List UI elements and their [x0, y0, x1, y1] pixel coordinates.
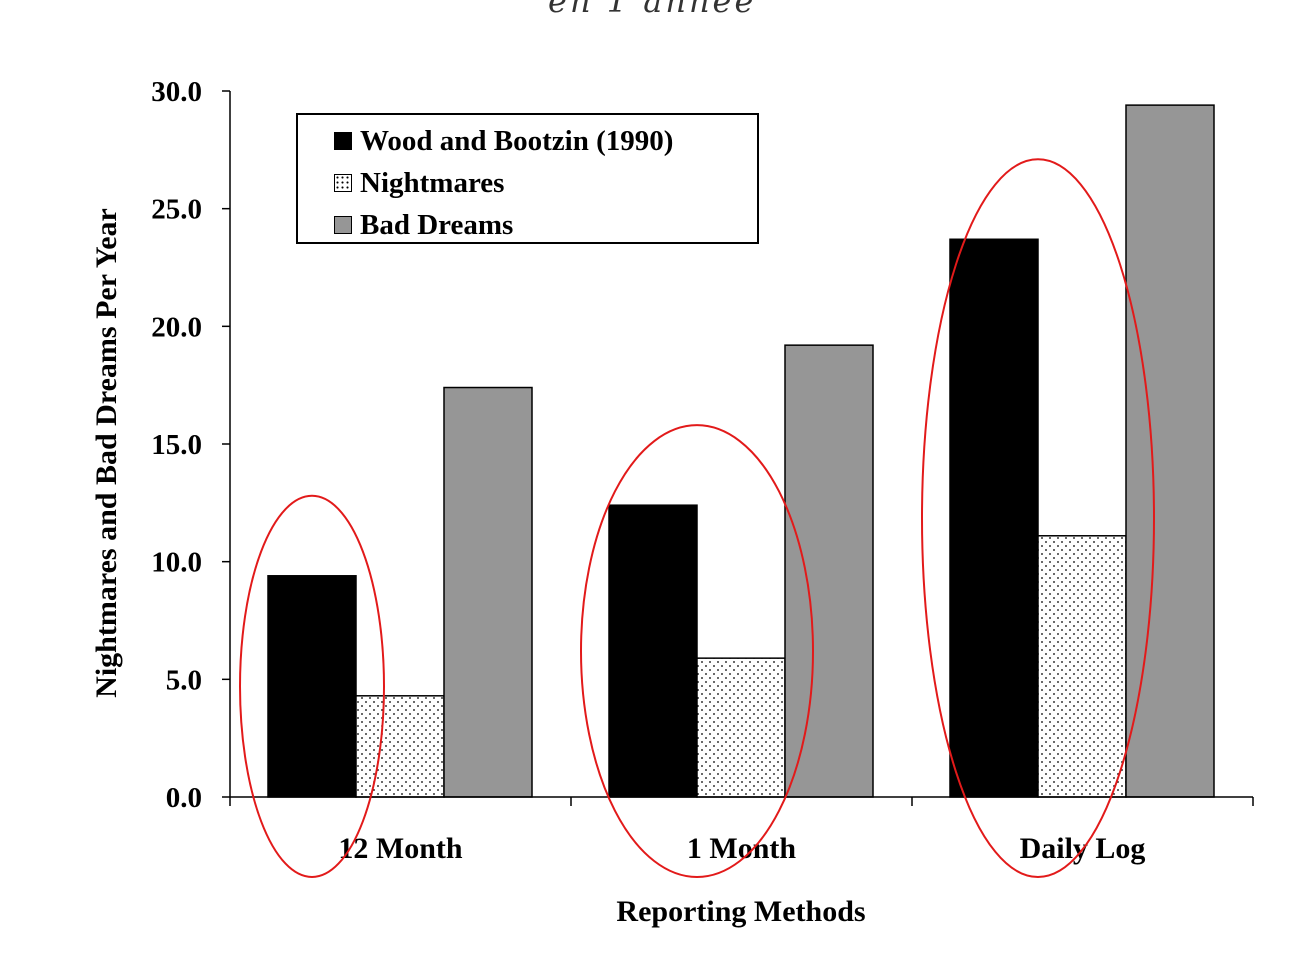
legend-item-bad-dreams: Bad Dreams	[334, 207, 513, 243]
highlight-ellipse-12-month	[239, 494, 385, 878]
y-tick-label: 5.0	[166, 664, 202, 696]
x-tick-label-12-month: 12 Month	[338, 832, 462, 865]
legend-label-wood: Wood and Bootzin (1990)	[360, 124, 674, 157]
y-tick-label: 0.0	[166, 782, 202, 814]
highlight-ellipses	[239, 158, 1155, 878]
bar-bad-dreams-12-month	[443, 386, 533, 798]
bars-group	[267, 104, 1215, 798]
legend-item-nightmares: Nightmares	[334, 165, 504, 201]
bar-wood-1-month	[608, 504, 698, 798]
bar-wood-daily-log	[949, 238, 1039, 798]
y-axis-title: Nightmares and Bad Dreams Per Year	[90, 208, 123, 698]
bar-wood-12-month	[267, 575, 357, 798]
axes-group: 0.05.010.015.020.025.030.012 Month 1 Mont…	[151, 76, 1254, 865]
y-tick-label: 10.0	[151, 547, 202, 579]
highlight-ellipse-1-month	[580, 424, 814, 878]
legend-label-nightmares: Nightmares	[360, 166, 505, 199]
legend: Wood and Bootzin (1990) Nightmares Bad D…	[296, 113, 759, 244]
y-tick-label: 15.0	[151, 429, 202, 461]
legend-swatch-nightmares	[334, 174, 352, 192]
y-tick-label: 25.0	[151, 194, 202, 226]
bar-nightmares-1-month	[696, 657, 786, 798]
y-tick-label: 30.0	[151, 76, 202, 108]
legend-swatch-wood	[334, 132, 352, 150]
legend-label-bad-dreams: Bad Dreams	[360, 208, 514, 241]
handwritten-annotation: en 1 année	[548, 0, 757, 20]
bar-nightmares-12-month	[355, 695, 445, 798]
x-axis-title: Reporting Methods	[616, 895, 865, 928]
legend-item-wood: Wood and Bootzin (1990)	[334, 123, 673, 159]
legend-swatch-bad-dreams	[334, 216, 352, 234]
y-tick-label: 20.0	[151, 311, 202, 343]
highlight-ellipse-daily-log	[921, 158, 1155, 878]
bar-nightmares-daily-log	[1037, 535, 1127, 798]
bar-bad-dreams-1-month	[784, 344, 874, 798]
